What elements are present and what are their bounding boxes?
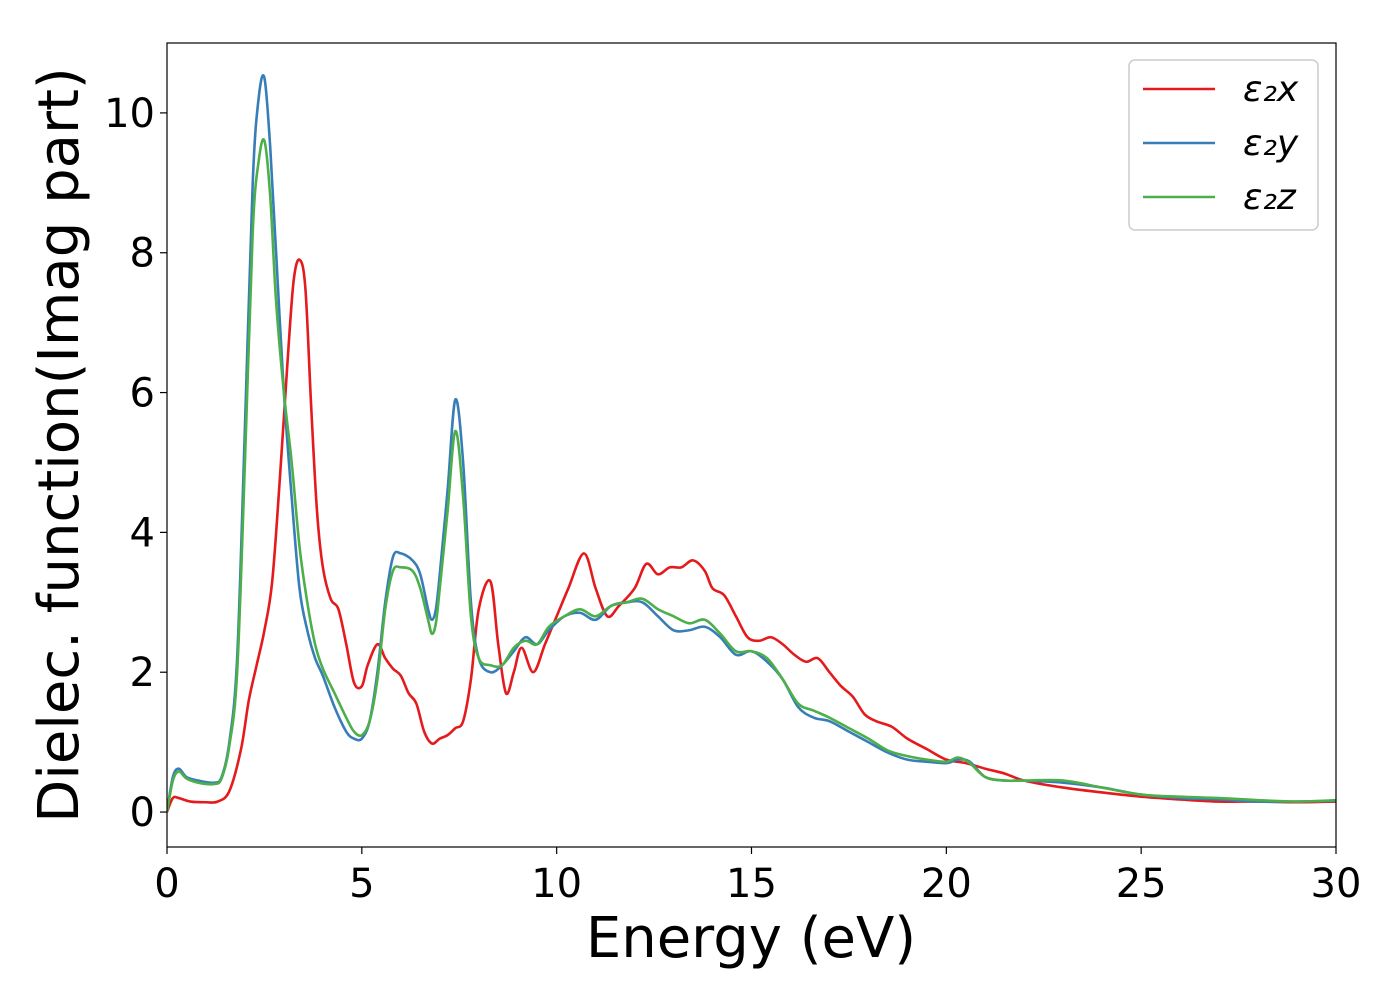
legend-label-3: ε₂z [1243, 177, 1297, 218]
legend-label-2: ε₂y [1243, 123, 1299, 164]
x-tick-label: 15 [726, 861, 777, 907]
x-axis-ticks: 0 5 10 15 20 25 30 [154, 847, 1361, 907]
series-line-3 [167, 138, 1336, 813]
y-tick-label: 6 [130, 371, 155, 417]
series-line-1 [167, 258, 1336, 813]
x-tick-label: 25 [1116, 861, 1167, 907]
x-tick-label: 5 [349, 861, 374, 907]
y-tick-label: 8 [130, 231, 155, 277]
y-axis-title: Dielec. function(Imag part) [27, 67, 92, 823]
legend: ε₂x ε₂y ε₂z [1128, 59, 1319, 231]
y-axis-ticks: 0 2 4 6 8 10 [104, 91, 167, 836]
y-tick-label: 0 [130, 790, 155, 836]
x-tick-label: 0 [154, 861, 179, 907]
series-group [167, 74, 1336, 813]
y-tick-label: 10 [104, 91, 155, 137]
y-tick-label: 2 [130, 650, 155, 696]
legend-label-1: ε₂x [1243, 69, 1299, 110]
x-tick-label: 10 [531, 861, 582, 907]
y-tick-label: 4 [130, 510, 155, 556]
plot-area [166, 42, 1337, 848]
legend-box [1128, 59, 1319, 231]
x-axis-title: Energy (eV) [586, 906, 916, 971]
x-tick-label: 20 [921, 861, 972, 907]
x-tick-label: 30 [1311, 861, 1362, 907]
